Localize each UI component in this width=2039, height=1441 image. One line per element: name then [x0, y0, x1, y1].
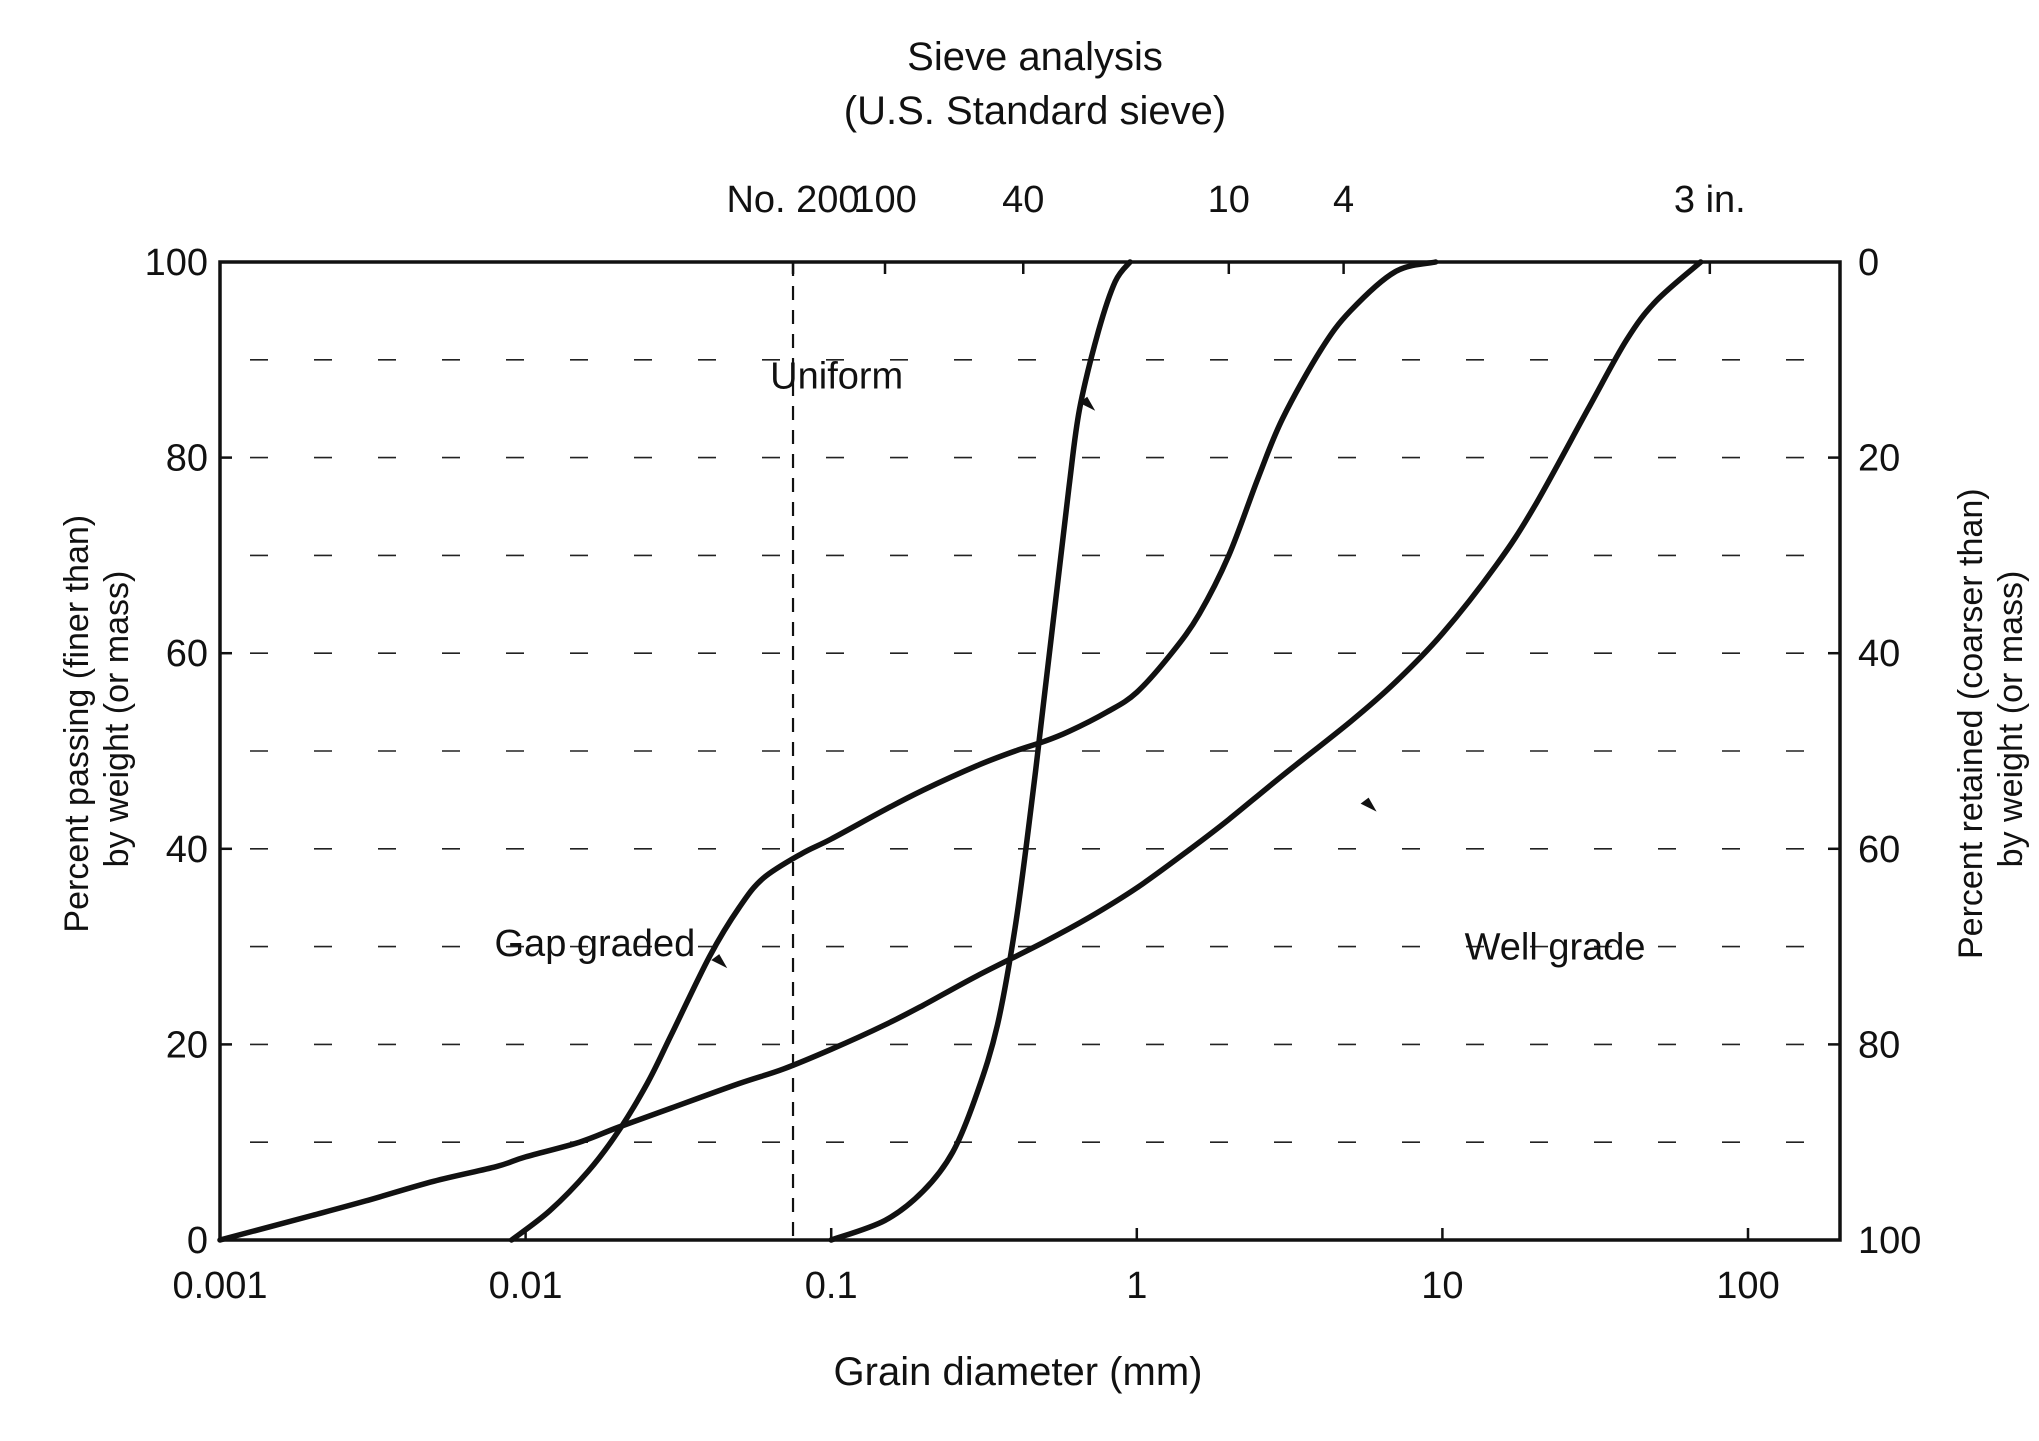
sieve-tick-label: 4 — [1333, 179, 1354, 221]
x-axis-label: Grain diameter (mm) — [834, 1350, 1203, 1394]
sieve-tick-label: 40 — [1002, 179, 1044, 221]
right-axis-label-line2: by weight (or mass) — [1992, 571, 2030, 868]
arrow-uniform — [1079, 396, 1096, 411]
curve-uniform — [828, 259, 1133, 1243]
left-axis-label-line1: Percent passing (finer than) — [58, 515, 96, 933]
annotation-arrows — [711, 396, 1377, 969]
annotation-well-grade: Well grade — [1465, 927, 1646, 969]
curve-annotations: Uniform Gap graded Well grade — [495, 356, 1646, 969]
y-right-tick-label: 40 — [1858, 633, 1900, 675]
axis-ticks — [218, 260, 1840, 1242]
y-right-tick-label: 100 — [1858, 1220, 1921, 1262]
y-left-tick-label: 80 — [166, 438, 208, 480]
right-axis-label-line1: Percent retained (coarser than) — [1952, 488, 1990, 959]
left-axis-label-line2: by weight (or mass) — [98, 571, 136, 868]
x-tick-label: 10 — [1421, 1265, 1463, 1307]
chart-subtitle: (U.S. Standard sieve) — [844, 89, 1226, 133]
sieve-tick-label: 3 in. — [1674, 179, 1746, 221]
right-axis-label: Percent retained (coarser than) by weigh… — [1952, 479, 2030, 959]
sieve-tick-label: 10 — [1208, 179, 1250, 221]
y-right-tick-label: 80 — [1858, 1024, 1900, 1066]
y-right-tick-label: 0 — [1858, 242, 1879, 284]
arrow-gap-graded — [711, 954, 728, 969]
x-tick-label: 1 — [1126, 1265, 1147, 1307]
x-tick-label: 0.1 — [805, 1265, 858, 1307]
arrow-well-grade — [1360, 797, 1377, 812]
x-tick-label: 0.01 — [489, 1265, 563, 1307]
curve-well-grade — [217, 259, 1704, 1243]
x-tick-label: 0.001 — [172, 1265, 267, 1307]
annotation-gap-graded: Gap graded — [495, 923, 696, 965]
y-left-tick-label: 100 — [145, 242, 208, 284]
plot-frame — [218, 260, 1842, 1242]
x-tick-label: 100 — [1716, 1265, 1779, 1307]
y-right-tick-label: 20 — [1858, 438, 1900, 480]
y-left-tick-label: 40 — [166, 829, 208, 871]
y-right-tick-label: 60 — [1858, 829, 1900, 871]
sieve-tick-label: 100 — [853, 179, 916, 221]
grid-lines — [250, 358, 1810, 1143]
y-left-tick-label: 0 — [187, 1220, 208, 1262]
y-left-tick-label: 20 — [166, 1024, 208, 1066]
annotation-uniform: Uniform — [770, 356, 903, 398]
tick-labels: 0.001 0.01 0.1 1 10 1000204060801001008060402… — [145, 179, 1922, 1307]
sieve-tick-label: No. 200 — [726, 179, 859, 221]
chart-title: Sieve analysis — [907, 35, 1163, 79]
grading-curves — [217, 259, 1704, 1243]
y-left-tick-label: 60 — [166, 633, 208, 675]
curve-gap-graded — [508, 259, 1439, 1243]
left-axis-label: Percent passing (finer than) by weight (… — [58, 505, 136, 932]
